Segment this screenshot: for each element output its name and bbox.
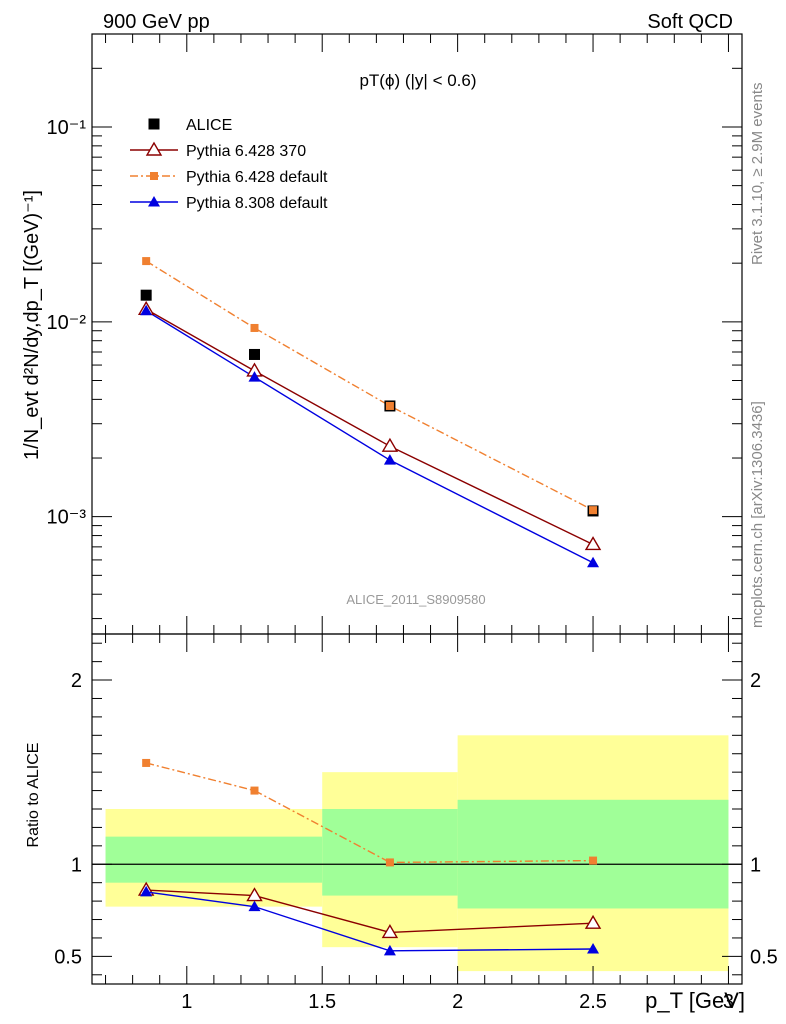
ratio-point-pythia-6-428-370	[246, 887, 263, 902]
ratio-band-inner-2	[457, 799, 729, 909]
ratio-xlabel: p_T [GeV]	[645, 988, 745, 1013]
main-point-pythia-6-428-default	[250, 323, 259, 332]
ratio-point-pythia-8-308-default	[383, 944, 396, 956]
legend-marker-alice	[148, 118, 160, 130]
ratio-y-tick-label-right: 2	[750, 670, 761, 692]
main-series-line-pythia-6-428-default	[145, 260, 594, 511]
ratio-point-pythia-6-428-default	[589, 856, 598, 865]
main-y-tick-label: 10⁻³	[47, 507, 87, 529]
ratio-point-pythia-6-428-370	[381, 924, 399, 939]
main-y-tick-label: 10⁻²	[47, 312, 87, 334]
ratio-series-line-pythia-6-428-370	[146, 889, 594, 934]
main-series-line-pythia-8-308-default	[145, 310, 594, 564]
main-point-pythia-6-428-370	[381, 437, 399, 452]
ratio-plot-area: 1 1.5 2 2.5 3 0.5 0.5 1 1 2 2	[54, 633, 778, 1013]
main-title: pT(ϕ) (|y| < 0.6)	[359, 71, 476, 90]
legend-marker-pythia-6-428-default	[150, 172, 158, 180]
main-point-pythia-8-308-default	[248, 371, 261, 382]
main-ylabel: 1/N_evt d²N/dy,dp_T [(GeV)⁻¹]	[21, 190, 43, 460]
analysis-watermark: ALICE_2011_S8909580	[346, 592, 485, 607]
legend-marker-pythia-8-308-default	[148, 196, 160, 207]
main-point-alice	[140, 289, 152, 301]
ratio-series-line-pythia-6-428-default	[145, 762, 594, 864]
ratio-y-tick-label-left: 2	[71, 670, 82, 692]
main-plot-area: 10⁻³ 10⁻² 10⁻¹	[47, 33, 743, 635]
ratio-y-tick-label-left: 1	[71, 854, 82, 876]
rivet-label: Rivet 3.1.10, ≥ 2.9M events	[749, 83, 766, 266]
ratio-point-pythia-8-308-default	[140, 885, 153, 897]
main-point-pythia-8-308-default	[587, 556, 600, 568]
ratio-point-pythia-6-428-default	[142, 758, 151, 767]
legend-marker-pythia-6-428-370	[145, 141, 163, 156]
ratio-point-pythia-6-428-default	[250, 786, 259, 795]
ratio-series-line-pythia-8-308-default	[146, 891, 594, 952]
main-y-tick-label: 10⁻¹	[47, 117, 87, 139]
x-tick-label: 2	[452, 991, 463, 1013]
x-tick-label: 1.5	[308, 991, 336, 1013]
x-tick-label: 1	[181, 991, 192, 1013]
ratio-y-tick-label-right: 1	[750, 854, 761, 876]
ratio-point-pythia-8-308-default	[248, 900, 261, 912]
ratio-y-tick-label-right: 0.5	[750, 946, 778, 968]
main-point-pythia-6-428-default	[589, 506, 598, 515]
header-left: 900 GeV pp	[103, 11, 210, 33]
ratio-band-inner-0	[105, 836, 323, 883]
header-right: Soft QCD	[647, 11, 733, 33]
main-series-line-pythia-6-428-370	[145, 308, 594, 546]
legend-label-pythia-6-428-370: Pythia 6.428 370	[186, 143, 306, 160]
ratio-point-pythia-6-428-370	[584, 914, 602, 929]
main-point-pythia-6-428-370	[584, 536, 602, 551]
main-point-pythia-8-308-default	[383, 454, 396, 465]
ratio-point-pythia-8-308-default	[587, 943, 600, 954]
main-point-alice	[249, 348, 260, 360]
ratio-band-inner-1	[322, 809, 458, 896]
x-tick-label: 3	[723, 991, 734, 1013]
main-point-pythia-6-428-default	[142, 257, 151, 266]
legend: ALICE Pythia 6.428 370 Pythia 6.428 defaul…	[130, 117, 328, 212]
ratio-point-pythia-6-428-default	[385, 858, 394, 867]
main-point-pythia-8-308-default	[140, 304, 153, 316]
ratio-y-tick-label-left: 0.5	[54, 946, 82, 968]
legend-label-alice: ALICE	[186, 117, 232, 134]
x-tick-label: 2.5	[579, 991, 607, 1013]
legend-label-pythia-6-428-default: Pythia 6.428 default	[186, 169, 328, 186]
main-point-pythia-6-428-default	[385, 401, 394, 410]
ratio-ylabel: Ratio to ALICE	[25, 743, 42, 848]
legend-label-pythia-8-308-default: Pythia 8.308 default	[186, 195, 328, 212]
mcplots-label: mcplots.cern.ch [arXiv:1306.3436]	[749, 401, 766, 628]
